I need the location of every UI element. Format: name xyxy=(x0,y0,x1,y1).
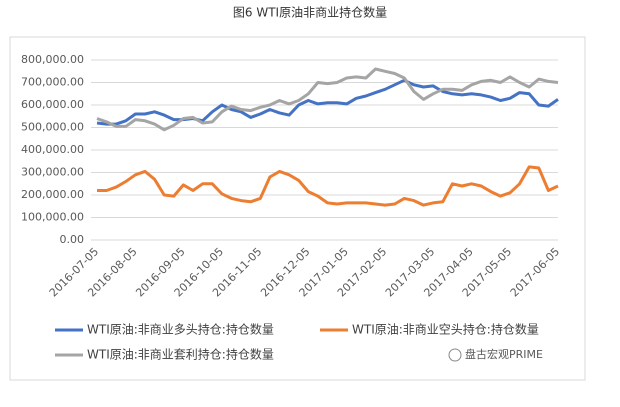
y-tick-label: 400,000.00 xyxy=(21,143,84,156)
y-tick-label: 200,000.00 xyxy=(21,188,84,201)
chart-frame xyxy=(9,36,586,381)
watermark-text: 盘古宏观PRIME xyxy=(465,347,543,361)
y-tick-label: 600,000.00 xyxy=(21,98,84,111)
legend-label: WTI原油:非商业套利持仓:持仓数量 xyxy=(87,347,274,362)
watermark: 盘古宏观PRIME xyxy=(448,347,543,362)
y-tick-label: 800,000.00 xyxy=(21,53,84,66)
chart-title: 图6 WTI原油非商业持仓数量 xyxy=(233,5,387,20)
y-tick-label: 300,000.00 xyxy=(21,166,84,179)
series-line xyxy=(96,78,559,126)
legend-label: WTI原油:非商业多头持仓:持仓数量 xyxy=(87,322,274,337)
x-tick-label: 2017-06-05 xyxy=(508,245,562,299)
series-line xyxy=(96,67,559,132)
legend-label: WTI原油:非商业空头持仓:持仓数量 xyxy=(352,322,539,337)
watermark-icon xyxy=(448,348,462,362)
y-tick-label: 500,000.00 xyxy=(21,121,84,134)
series-line xyxy=(97,165,559,207)
y-tick-label: 100,000.00 xyxy=(21,211,84,224)
y-tick-label: 0.00 xyxy=(60,233,85,246)
y-tick-label: 700,000.00 xyxy=(21,76,84,89)
